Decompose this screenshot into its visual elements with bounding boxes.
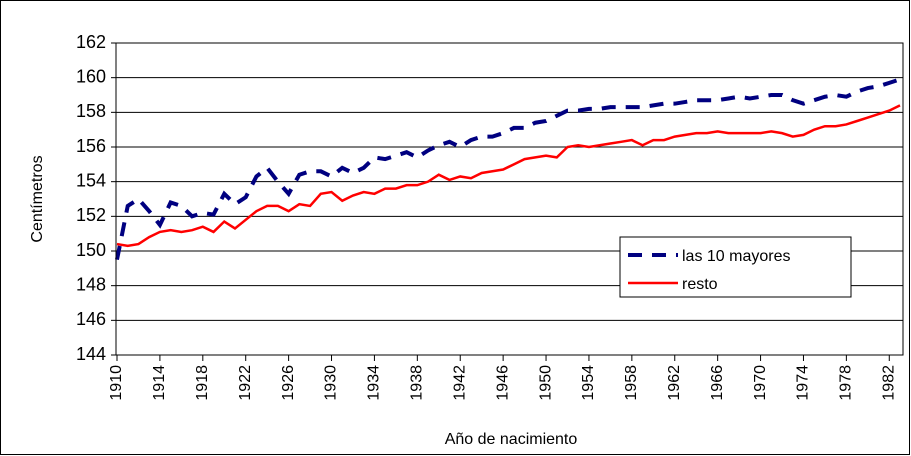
x-tick-label: 1950 [537,365,554,401]
x-tick-label: 1958 [623,365,640,401]
y-tick-label: 148 [76,274,106,294]
legend-box [619,236,852,298]
y-tick-label: 146 [76,309,106,329]
y-tick-label: 158 [76,101,106,121]
y-tick-label: 150 [76,240,106,260]
x-tick-label: 1978 [838,365,855,401]
x-tick-label: 1910 [108,365,125,401]
y-tick-label: 152 [76,205,106,225]
y-tick-label: 154 [76,170,106,190]
x-tick-label: 1926 [280,365,297,401]
x-tick-label: 1914 [151,365,168,401]
x-tick-label: 1954 [580,365,597,401]
legend-label: resto [682,276,718,293]
x-tick-label: 1974 [795,365,812,401]
y-tick-label: 160 [76,66,106,86]
x-tick-label: 1982 [880,365,897,401]
x-tick-label: 1966 [709,365,726,401]
series-line [116,104,901,248]
x-axis-label: Año de nacimiento [445,431,578,448]
x-tick-label: 1918 [194,365,211,401]
plot-area [115,42,904,356]
y-tick-label: 144 [76,344,106,364]
x-tick-label: 1962 [666,365,683,401]
series-line [115,77,901,261]
x-tick-label: 1942 [451,365,468,401]
x-tick-label: 1946 [494,365,511,401]
legend-label: las 10 mayores [682,248,791,265]
x-tick-label: 1922 [237,365,254,401]
y-axis-label: Centímetros [29,155,46,242]
x-tick-label: 1934 [366,365,383,401]
x-tick-label: 1970 [752,365,769,401]
x-tick-label: 1938 [409,365,426,401]
x-tick-label: 1930 [323,365,340,401]
y-tick-label: 162 [76,32,106,52]
y-tick-label: 156 [76,136,106,156]
